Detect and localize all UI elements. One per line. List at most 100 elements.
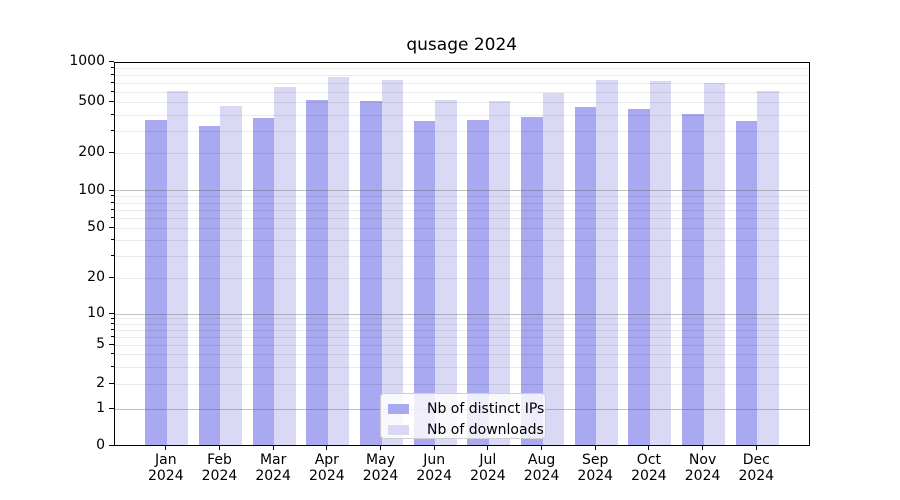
minor-gridline bbox=[114, 329, 809, 331]
bar-distinct-ips-jan bbox=[145, 119, 167, 445]
x-tick-mark bbox=[218, 445, 220, 450]
bar-distinct-ips-nov bbox=[682, 113, 704, 445]
y-minor-tick-mark bbox=[111, 201, 114, 203]
y-minor-tick-mark bbox=[111, 217, 114, 219]
x-tick-mark bbox=[648, 445, 650, 450]
y-minor-tick-mark bbox=[111, 382, 114, 384]
minor-gridline bbox=[114, 336, 809, 338]
bar-downloads-may bbox=[381, 80, 404, 445]
bar-downloads-apr bbox=[327, 77, 350, 445]
bar-distinct-ips-jun bbox=[413, 121, 436, 445]
bar-downloads-mar bbox=[274, 87, 296, 445]
x-tick-mark bbox=[380, 445, 382, 450]
x-tick-mark bbox=[541, 445, 543, 450]
y-minor-tick-mark bbox=[111, 208, 114, 210]
bar-downloads-aug bbox=[542, 93, 565, 445]
y-minor-tick-mark bbox=[111, 195, 114, 197]
y-minor-tick-mark bbox=[111, 81, 114, 83]
bar-downloads-sep bbox=[596, 79, 618, 445]
minor-gridline bbox=[114, 102, 809, 104]
y-minor-tick-mark bbox=[111, 277, 114, 279]
bar-distinct-ips-apr bbox=[306, 100, 328, 445]
bar-downloads-feb bbox=[220, 106, 242, 445]
y-minor-tick-mark bbox=[111, 67, 114, 69]
y-minor-tick-mark bbox=[111, 90, 114, 92]
legend-item-distinct-ips: Nb of distinct IPs bbox=[388, 399, 545, 420]
y-tick-label-50: 50 bbox=[87, 219, 105, 236]
legend-label-downloads: Nb of downloads bbox=[427, 422, 544, 439]
bar-distinct-ips-dec bbox=[735, 121, 758, 445]
y-minor-tick-mark bbox=[111, 113, 114, 115]
y-tick-label-20: 20 bbox=[87, 269, 105, 286]
bar-downloads-jan bbox=[166, 91, 189, 445]
minor-gridline bbox=[114, 130, 809, 132]
minor-gridline bbox=[114, 209, 809, 211]
bar-downloads-jun bbox=[435, 99, 457, 445]
x-tick-mark bbox=[755, 445, 757, 450]
y-tick-label-200: 200 bbox=[78, 144, 105, 161]
bar-downloads-jul bbox=[488, 101, 511, 445]
bar-distinct-ips-sep bbox=[574, 107, 597, 445]
y-minor-tick-mark bbox=[111, 152, 114, 154]
y-tick-label-100: 100 bbox=[78, 181, 105, 198]
x-tick-label-aug: Aug 2024 bbox=[523, 452, 560, 484]
major-gridline bbox=[114, 313, 809, 315]
minor-gridline bbox=[114, 75, 809, 77]
minor-gridline bbox=[114, 196, 809, 198]
x-tick-label-nov: Nov 2024 bbox=[684, 452, 721, 484]
minor-gridline bbox=[114, 256, 809, 258]
y-minor-tick-mark bbox=[111, 255, 114, 257]
x-tick-label-mar: Mar 2024 bbox=[255, 452, 291, 484]
chart-title: qusage 2024 bbox=[406, 35, 518, 55]
bar-distinct-ips-mar bbox=[252, 117, 275, 445]
bar-distinct-ips-jul bbox=[467, 120, 489, 445]
major-gridline bbox=[114, 190, 809, 192]
y-tick-label-1: 1 bbox=[96, 399, 105, 416]
bar-distinct-ips-aug bbox=[521, 117, 543, 445]
minor-gridline bbox=[114, 366, 809, 368]
y-minor-tick-mark bbox=[111, 322, 114, 324]
legend-label-distinct-ips: Nb of distinct IPs bbox=[427, 401, 545, 418]
minor-gridline bbox=[114, 240, 809, 242]
minor-gridline bbox=[114, 383, 809, 385]
legend-swatch-distinct-ips bbox=[388, 403, 409, 415]
y-tick-label-500: 500 bbox=[78, 93, 105, 110]
y-minor-tick-mark bbox=[111, 335, 114, 337]
x-tick-label-dec: Dec 2024 bbox=[738, 452, 775, 484]
x-tick-mark bbox=[272, 445, 274, 450]
x-tick-label-jan: Jan 2024 bbox=[147, 452, 184, 484]
y-tick-mark bbox=[109, 189, 114, 191]
minor-gridline bbox=[114, 278, 809, 280]
y-minor-tick-mark bbox=[111, 239, 114, 241]
bar-distinct-ips-oct bbox=[628, 109, 650, 445]
x-tick-label-may: May 2024 bbox=[362, 452, 399, 484]
bar-distinct-ips-may bbox=[360, 101, 382, 445]
y-minor-tick-mark bbox=[111, 343, 114, 345]
y-minor-tick-mark bbox=[111, 328, 114, 330]
x-tick-mark bbox=[487, 445, 489, 450]
y-tick-mark bbox=[109, 445, 114, 447]
y-tick-mark bbox=[109, 61, 114, 63]
x-tick-label-jun: Jun 2024 bbox=[416, 452, 452, 484]
x-tick-label-feb: Feb 2024 bbox=[201, 452, 238, 484]
bar-distinct-ips-feb bbox=[198, 125, 221, 445]
minor-gridline bbox=[114, 153, 809, 155]
minor-gridline bbox=[114, 82, 809, 84]
minor-gridline bbox=[114, 114, 809, 116]
x-tick-mark bbox=[165, 445, 167, 450]
minor-gridline bbox=[114, 68, 809, 70]
y-minor-tick-mark bbox=[111, 129, 114, 131]
legend-item-downloads: Nb of downloads bbox=[388, 420, 545, 441]
y-tick-label-0: 0 bbox=[96, 437, 105, 454]
x-tick-label-apr: Apr 2024 bbox=[309, 452, 345, 484]
bar-downloads-oct bbox=[649, 81, 672, 445]
y-minor-tick-mark bbox=[111, 74, 114, 76]
minor-gridline bbox=[114, 202, 809, 204]
y-tick-label-1000: 1000 bbox=[69, 53, 105, 70]
x-tick-mark bbox=[433, 445, 435, 450]
y-minor-tick-mark bbox=[111, 317, 114, 319]
minor-gridline bbox=[114, 323, 809, 325]
minor-gridline bbox=[114, 228, 809, 230]
y-minor-tick-mark bbox=[111, 365, 114, 367]
y-tick-label-2: 2 bbox=[96, 374, 105, 391]
